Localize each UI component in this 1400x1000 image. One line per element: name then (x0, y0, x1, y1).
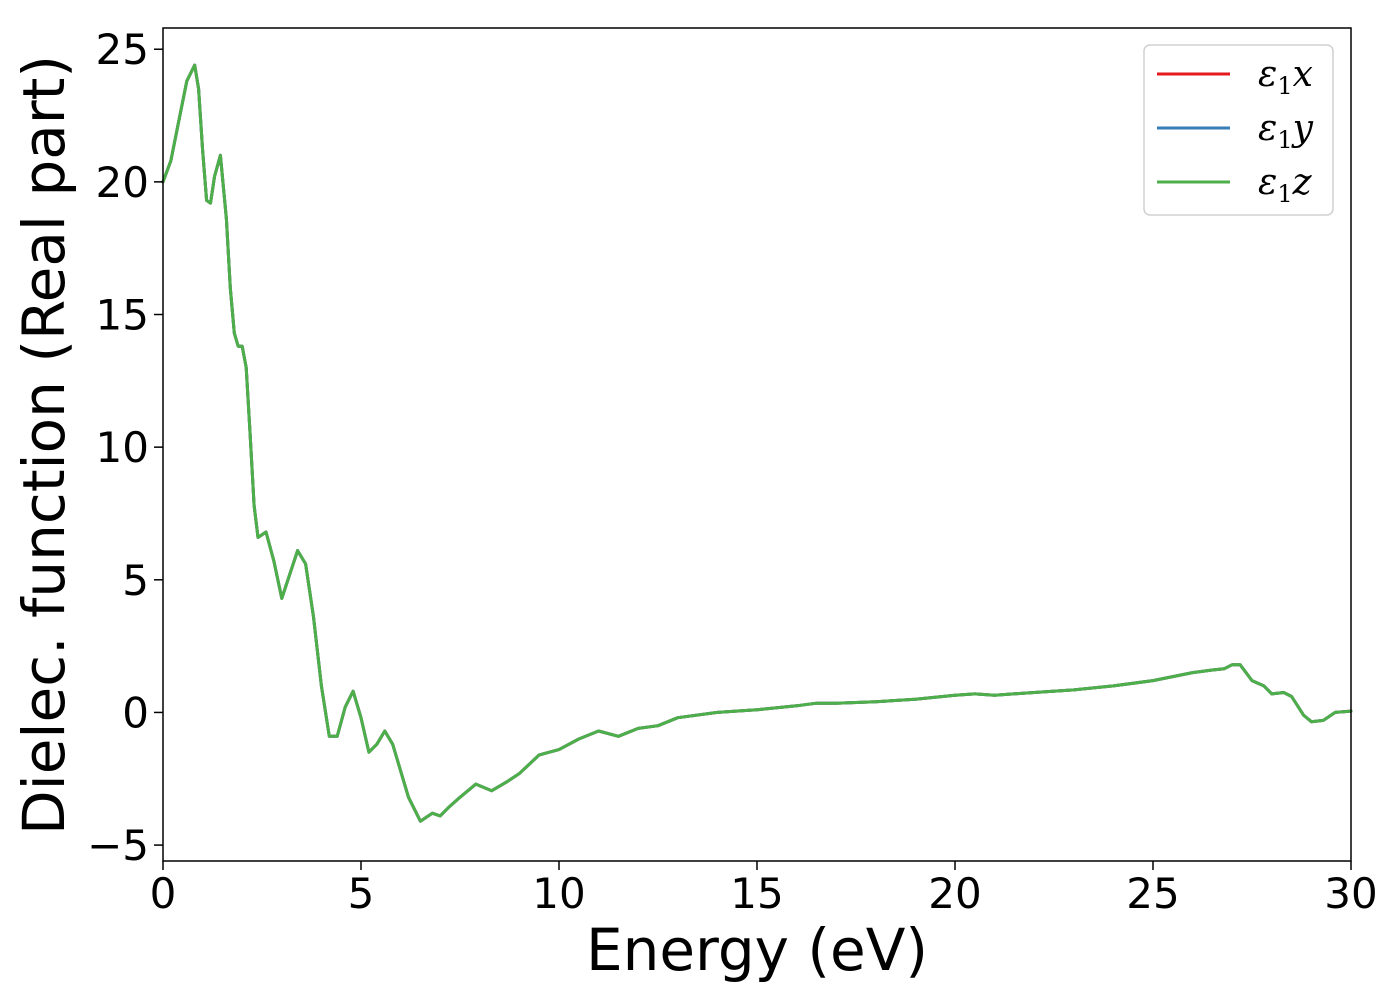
y-tick-label: −5 (87, 821, 149, 870)
x-tick-label: 15 (730, 869, 783, 918)
legend-label-y: ε1y (1258, 108, 1314, 154)
legend: ε1x ε1y ε1z (1143, 44, 1334, 216)
y-axis-ticks: −5 0 5 10 15 20 25 (87, 25, 163, 870)
series-layer (161, 63, 1353, 823)
legend-label-x: ε1x (1258, 54, 1313, 100)
x-tick-label: 5 (348, 869, 375, 918)
y-tick-label: 10 (96, 423, 149, 472)
y-tick-label: 20 (96, 158, 149, 207)
x-tick-label: 10 (532, 869, 585, 918)
x-axis-label: Energy (eV) (586, 916, 928, 984)
y-tick-label: 0 (122, 688, 149, 737)
series-line-z (161, 63, 1353, 823)
x-axis-ticks: 0 5 10 15 20 25 30 (150, 861, 1378, 918)
legend-box (1143, 44, 1334, 216)
y-axis-label: Dielec. function (Real part) (10, 55, 78, 835)
y-tick-label: 25 (96, 25, 149, 74)
x-tick-label: 25 (1126, 869, 1179, 918)
x-tick-label: 20 (928, 869, 981, 918)
x-tick-label: 0 (150, 869, 177, 918)
x-tick-label: 30 (1324, 869, 1377, 918)
legend-label-z: ε1z (1258, 162, 1313, 208)
y-tick-label: 15 (96, 291, 149, 340)
y-tick-label: 5 (122, 556, 149, 605)
